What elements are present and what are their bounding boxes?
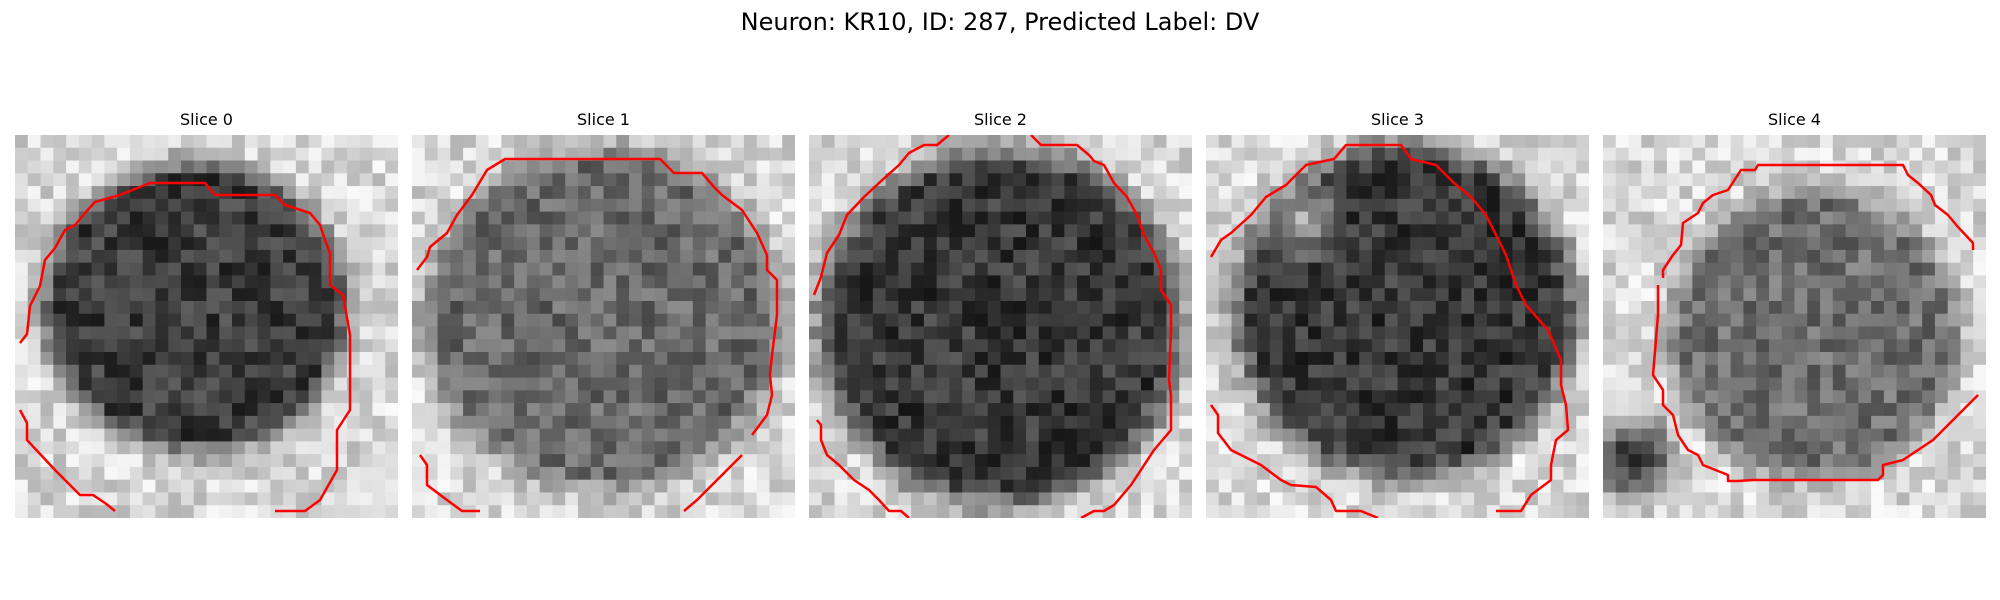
slice-title: Slice 3 bbox=[1371, 110, 1424, 129]
contour-segment bbox=[683, 454, 743, 512]
cell-contour bbox=[416, 157, 779, 513]
microscopy-texture bbox=[809, 135, 1192, 518]
slice-title: Slice 4 bbox=[1768, 110, 1821, 129]
microscopy-texture bbox=[1206, 135, 1589, 518]
cell-contour bbox=[1651, 163, 1979, 483]
contour-segment bbox=[1651, 285, 1979, 483]
slice-panel-3: Slice 3 bbox=[1206, 106, 1589, 536]
figure-title: Neuron: KR10, ID: 287, Predicted Label: … bbox=[740, 8, 1260, 36]
cell-contour bbox=[812, 135, 1173, 518]
slice-title: Slice 0 bbox=[180, 110, 233, 129]
slice-panel-0: Slice 0 bbox=[15, 106, 398, 536]
slice-image bbox=[809, 135, 1192, 518]
contour-segment bbox=[18, 409, 116, 512]
slice-panel-4: Slice 4 bbox=[1603, 106, 1986, 536]
contour-segment bbox=[816, 419, 910, 518]
slice-panel-1: Slice 1 bbox=[412, 106, 795, 536]
contour-segment bbox=[19, 181, 352, 513]
slice-panel-2: Slice 2 bbox=[809, 106, 1192, 536]
slice-title: Slice 1 bbox=[577, 110, 630, 129]
contour-segment bbox=[1030, 135, 1173, 518]
microscopy-texture bbox=[1603, 135, 1986, 518]
microscopy-texture bbox=[15, 135, 398, 518]
contour-segment bbox=[1661, 163, 1975, 278]
microscopy-texture bbox=[412, 135, 795, 518]
slice-image bbox=[15, 135, 398, 518]
slice-image bbox=[1603, 135, 1986, 518]
contour-segment bbox=[812, 135, 950, 296]
slice-image bbox=[1206, 135, 1589, 518]
cell-contour bbox=[1209, 143, 1570, 518]
slice-title: Slice 2 bbox=[974, 110, 1027, 129]
slice-image bbox=[412, 135, 795, 518]
contour-segment bbox=[1209, 404, 1379, 518]
cell-contour bbox=[18, 181, 352, 513]
contour-segment bbox=[416, 157, 779, 436]
contour-segment bbox=[418, 454, 480, 513]
contour-segment bbox=[1209, 143, 1570, 513]
